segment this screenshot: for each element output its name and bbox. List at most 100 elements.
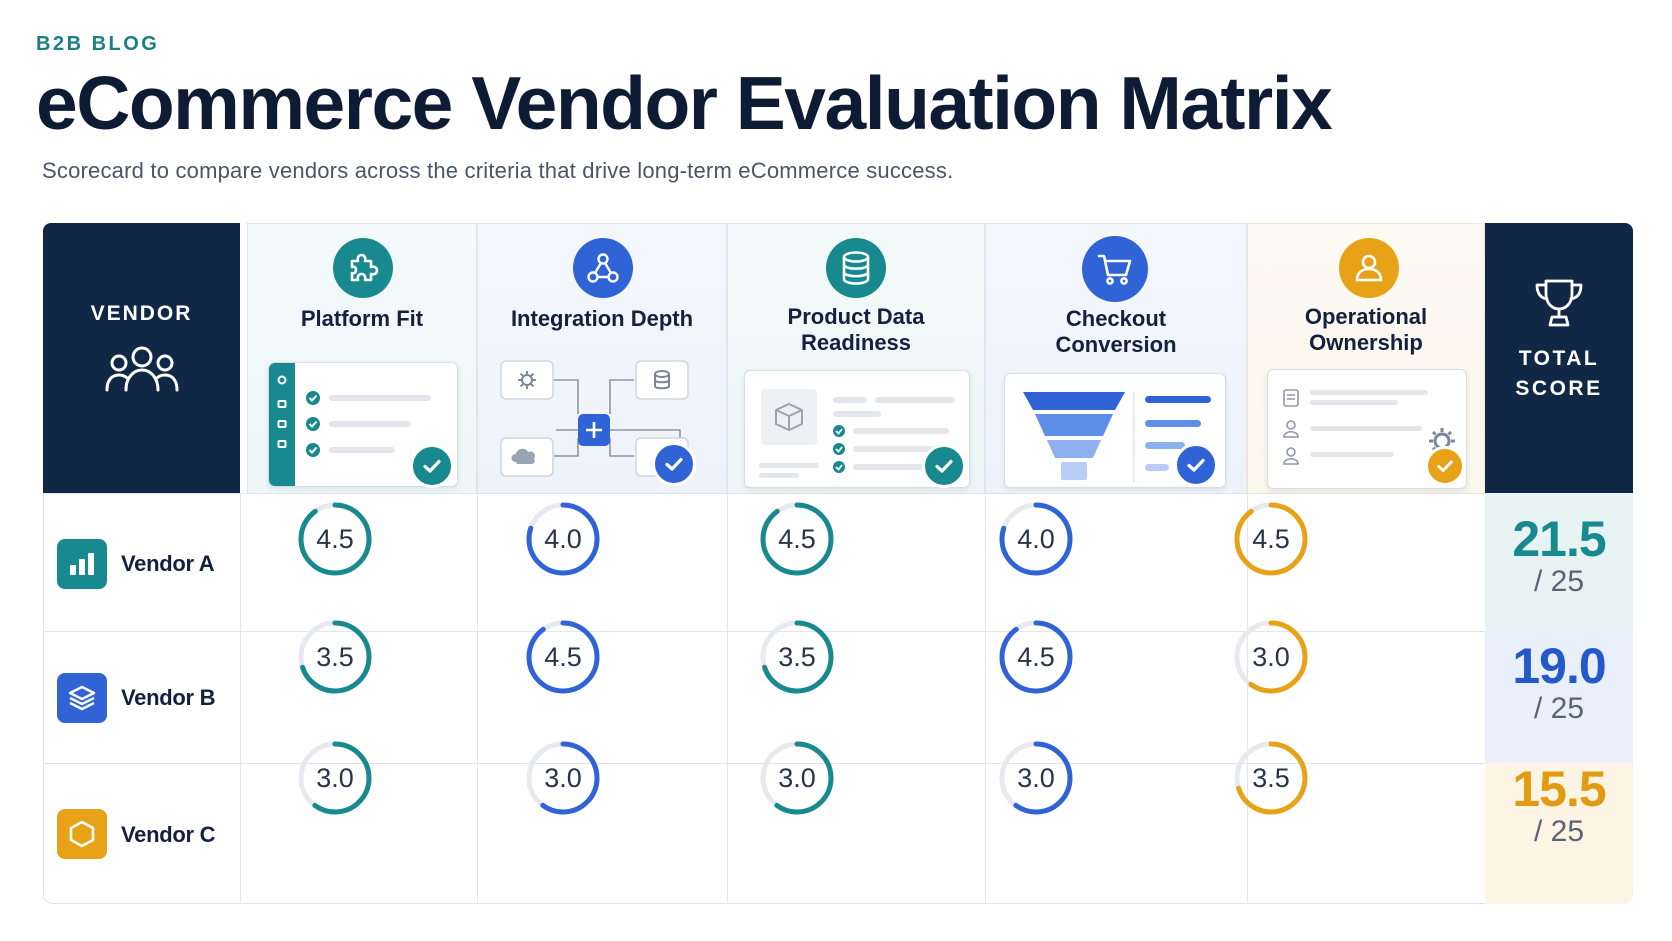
layers-logo-icon: [57, 673, 107, 723]
page-subtitle: Scorecard to compare vendors across the …: [42, 158, 954, 183]
gauge-arc: [298, 502, 372, 576]
criterion-checkout-conversion: Checkout Conversion: [985, 223, 1247, 493]
vendor-name: Vendor C: [121, 822, 216, 847]
score-value: 3.0: [1252, 642, 1290, 672]
score-gauge: 4.5: [294, 498, 376, 580]
score-gauge: 4.5: [756, 498, 838, 580]
criterion-name: Product Data Readiness: [787, 304, 925, 355]
score-gauge: 4.5: [995, 616, 1077, 698]
criterion-name: Operational Ownership: [1304, 304, 1428, 355]
gauge-arc: [1234, 502, 1308, 576]
total-cell-bg: [1485, 631, 1633, 763]
total-score-denominator: / 25: [1533, 565, 1585, 598]
score-gauge: 4.0: [995, 498, 1077, 580]
criterion-name: Platform Fit: [300, 306, 424, 331]
gauge-arc: [1234, 741, 1308, 815]
total-score-denominator: / 25: [1533, 692, 1585, 725]
score-value: 3.0: [316, 763, 354, 793]
total-score-value: 15.5: [1512, 761, 1606, 817]
score-value: 4.5: [778, 524, 816, 554]
criterion-integration-depth: Integration Depth: [477, 223, 727, 493]
gauge-arc: [526, 741, 600, 815]
page-title: eCommerce Vendor Evaluation Matrix: [36, 61, 1333, 145]
score-value: 3.0: [544, 763, 582, 793]
people-icon: [104, 344, 180, 401]
score-value: 4.0: [544, 524, 582, 554]
gauge-arc: [526, 502, 600, 576]
score-value: 3.5: [316, 642, 354, 672]
vendor-row-b: Vendor B: [43, 631, 240, 763]
total-cell-bg: [1485, 493, 1633, 631]
vendor-c-total: 15.5 / 25: [1485, 763, 1633, 849]
score-value: 3.0: [1017, 763, 1055, 793]
score-value: 3.5: [778, 642, 816, 672]
score-gauge: 3.5: [294, 616, 376, 698]
column-divider: [727, 493, 728, 904]
score-value: 3.0: [778, 763, 816, 793]
gauge-arc: [999, 502, 1073, 576]
score-gauge: 3.0: [294, 737, 376, 819]
score-gauge: 3.5: [1230, 737, 1312, 819]
vendor-name: Vendor A: [121, 551, 215, 576]
vendor-b-total: 19.0 / 25: [1485, 640, 1633, 726]
total-score-label: TOTAL SCORE: [1515, 347, 1603, 400]
vendor-name: Vendor B: [121, 685, 216, 710]
user-icon: [1339, 238, 1399, 298]
score-gauge: 3.0: [995, 737, 1077, 819]
vendor-column-header: VENDOR: [43, 223, 240, 493]
gauge-arc: [1234, 620, 1308, 694]
gauge-arc: [760, 502, 834, 576]
check-badge-icon: [922, 444, 966, 488]
score-value: 4.5: [1017, 642, 1055, 672]
column-divider: [240, 493, 241, 904]
puzzle-icon: [333, 238, 393, 298]
gauge-arc: [999, 620, 1073, 694]
score-value: 4.5: [544, 642, 582, 672]
criterion-operational-ownership: Operational Ownership: [1247, 223, 1485, 493]
total-score-column-header: TOTAL SCORE: [1485, 223, 1633, 493]
gauge-arc: [999, 741, 1073, 815]
evaluation-matrix: VENDOR Platform Fit: [43, 223, 1633, 904]
score-gauge: 3.0: [522, 737, 604, 819]
matrix-body: [43, 493, 1633, 904]
column-divider: [985, 493, 986, 904]
gauge-arc: [760, 741, 834, 815]
score-gauge: 3.5: [756, 616, 838, 698]
score-gauge: 3.0: [756, 737, 838, 819]
total-score-value: 21.5: [1512, 511, 1606, 567]
database-icon: [826, 238, 886, 298]
column-divider: [1247, 493, 1248, 904]
total-score-value: 19.0: [1512, 638, 1606, 694]
criterion-product-data-readiness: Product Data Readiness: [727, 223, 985, 493]
gauge-arc: [526, 620, 600, 694]
criterion-name: Integration Depth: [510, 306, 694, 331]
check-badge-icon: [652, 442, 696, 486]
bar-chart-logo-icon: [57, 539, 107, 589]
check-badge-icon: [1425, 446, 1465, 486]
hexagon-logo-icon: [57, 809, 107, 859]
check-badge-icon: [1174, 443, 1218, 487]
network-icon: [573, 238, 633, 298]
vendor-a-total: 21.5 / 25: [1485, 513, 1633, 599]
cart-icon: [1082, 236, 1148, 302]
score-value: 4.5: [1252, 524, 1290, 554]
vendor-row-a: Vendor A: [43, 493, 240, 631]
score-value: 4.0: [1017, 524, 1055, 554]
gauge-arc: [298, 741, 372, 815]
total-score-denominator: / 25: [1533, 815, 1585, 848]
score-value: 3.5: [1252, 763, 1290, 793]
criterion-name: Checkout Conversion: [1055, 306, 1177, 357]
checklist-illustration: [268, 362, 458, 487]
score-value: 4.5: [316, 524, 354, 554]
criterion-platform-fit: Platform Fit: [247, 223, 477, 493]
trophy-icon: [1532, 278, 1586, 333]
score-gauge: 3.0: [1230, 616, 1312, 698]
column-divider: [477, 493, 478, 904]
eyebrow-label: B2B BLOG: [36, 33, 160, 55]
score-gauge: 4.5: [522, 616, 604, 698]
gauge-arc: [298, 620, 372, 694]
vendor-header-label: VENDOR: [90, 302, 193, 325]
gauge-arc: [760, 620, 834, 694]
score-gauge: 4.5: [1230, 498, 1312, 580]
total-cell-bg: [1485, 763, 1633, 904]
